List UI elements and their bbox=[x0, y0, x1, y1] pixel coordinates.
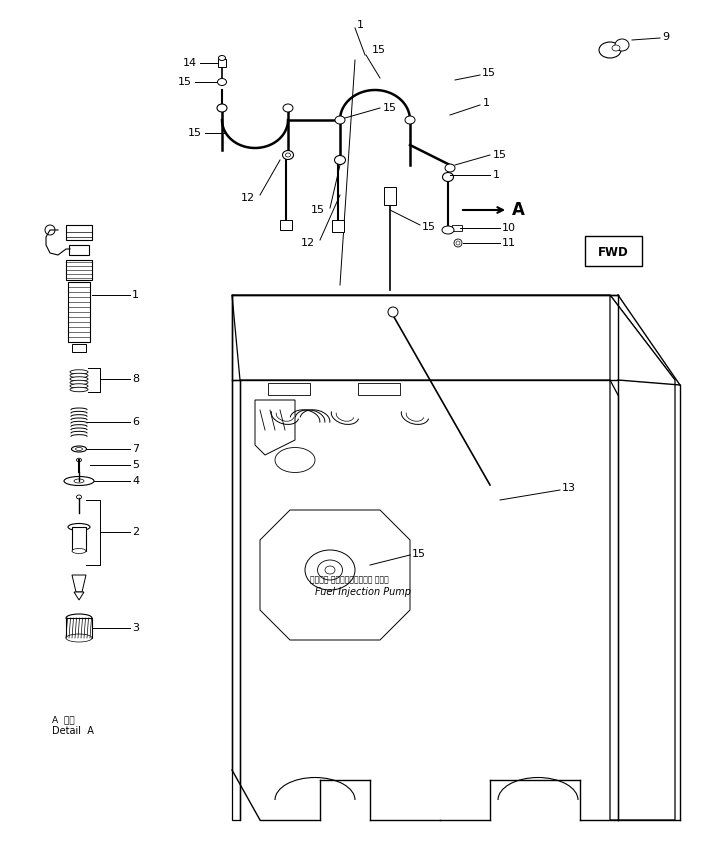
Text: 15: 15 bbox=[372, 45, 386, 55]
Ellipse shape bbox=[68, 524, 90, 530]
Ellipse shape bbox=[599, 42, 621, 58]
Text: Fuel Injection Pump: Fuel Injection Pump bbox=[315, 587, 411, 597]
Ellipse shape bbox=[217, 78, 226, 86]
Text: A: A bbox=[512, 201, 525, 219]
Ellipse shape bbox=[442, 226, 454, 234]
Ellipse shape bbox=[285, 153, 290, 157]
Text: 15: 15 bbox=[412, 549, 426, 559]
Text: 5: 5 bbox=[132, 460, 139, 470]
Text: 10: 10 bbox=[502, 223, 516, 233]
Ellipse shape bbox=[66, 614, 92, 622]
Ellipse shape bbox=[612, 45, 620, 51]
Bar bbox=[280, 220, 292, 230]
Text: FWD: FWD bbox=[598, 246, 628, 258]
Ellipse shape bbox=[64, 477, 94, 486]
Ellipse shape bbox=[70, 384, 88, 388]
Text: 12: 12 bbox=[301, 238, 315, 248]
Circle shape bbox=[45, 225, 55, 235]
Ellipse shape bbox=[217, 104, 227, 112]
Polygon shape bbox=[72, 575, 86, 592]
Bar bbox=[452, 225, 462, 231]
Text: 7: 7 bbox=[132, 444, 139, 454]
Text: 15: 15 bbox=[383, 103, 397, 113]
Ellipse shape bbox=[77, 495, 82, 499]
Text: 15: 15 bbox=[178, 77, 192, 87]
Ellipse shape bbox=[72, 446, 86, 452]
Bar bbox=[66, 225, 92, 240]
Ellipse shape bbox=[70, 370, 88, 374]
Text: 3: 3 bbox=[132, 623, 139, 633]
Text: 4: 4 bbox=[132, 476, 139, 486]
Ellipse shape bbox=[335, 116, 345, 124]
Ellipse shape bbox=[75, 447, 82, 450]
FancyBboxPatch shape bbox=[585, 236, 642, 266]
Bar bbox=[332, 220, 344, 232]
Ellipse shape bbox=[70, 376, 88, 381]
Text: 14: 14 bbox=[183, 58, 197, 68]
Circle shape bbox=[456, 241, 460, 245]
Text: フェエル イン・ジェクション ポンプ: フェエル イン・ジェクション ポンプ bbox=[310, 575, 389, 584]
Ellipse shape bbox=[70, 381, 88, 385]
Ellipse shape bbox=[283, 104, 293, 112]
Text: 13: 13 bbox=[562, 483, 576, 493]
Ellipse shape bbox=[74, 479, 84, 483]
Text: 15: 15 bbox=[422, 222, 436, 232]
Ellipse shape bbox=[70, 373, 88, 378]
Text: 15: 15 bbox=[493, 150, 507, 160]
Ellipse shape bbox=[70, 387, 88, 392]
Bar bbox=[68, 282, 90, 342]
Text: 6: 6 bbox=[132, 417, 139, 427]
Bar bbox=[66, 618, 92, 638]
Ellipse shape bbox=[66, 634, 92, 642]
Text: 2: 2 bbox=[132, 527, 139, 537]
Text: Detail  A: Detail A bbox=[52, 726, 94, 736]
Text: 15: 15 bbox=[482, 68, 496, 78]
Bar bbox=[218, 59, 226, 67]
Circle shape bbox=[388, 307, 398, 317]
Text: 9: 9 bbox=[662, 32, 669, 42]
Ellipse shape bbox=[405, 116, 415, 124]
Text: 1: 1 bbox=[356, 20, 363, 30]
Bar bbox=[72, 344, 86, 352]
Text: 15: 15 bbox=[188, 128, 202, 138]
Polygon shape bbox=[74, 592, 84, 600]
Ellipse shape bbox=[442, 173, 453, 182]
Ellipse shape bbox=[445, 164, 455, 172]
Text: 12: 12 bbox=[241, 193, 255, 203]
Ellipse shape bbox=[335, 156, 345, 164]
Ellipse shape bbox=[72, 548, 86, 553]
Bar bbox=[69, 245, 89, 255]
Text: A  詳細: A 詳細 bbox=[52, 716, 75, 724]
Circle shape bbox=[454, 239, 462, 247]
Bar bbox=[384, 187, 396, 205]
Text: 11: 11 bbox=[502, 238, 516, 248]
Text: 1: 1 bbox=[132, 290, 139, 300]
Ellipse shape bbox=[219, 56, 226, 61]
Polygon shape bbox=[232, 295, 675, 380]
Ellipse shape bbox=[283, 151, 293, 159]
Text: 15: 15 bbox=[311, 205, 325, 215]
Polygon shape bbox=[610, 295, 675, 820]
Ellipse shape bbox=[615, 39, 629, 51]
Bar bbox=[66, 260, 92, 280]
Text: 1: 1 bbox=[493, 170, 500, 180]
Polygon shape bbox=[232, 380, 240, 820]
Ellipse shape bbox=[77, 458, 82, 461]
Text: 8: 8 bbox=[132, 374, 139, 384]
Text: 1: 1 bbox=[483, 98, 490, 108]
Bar bbox=[72, 527, 86, 551]
